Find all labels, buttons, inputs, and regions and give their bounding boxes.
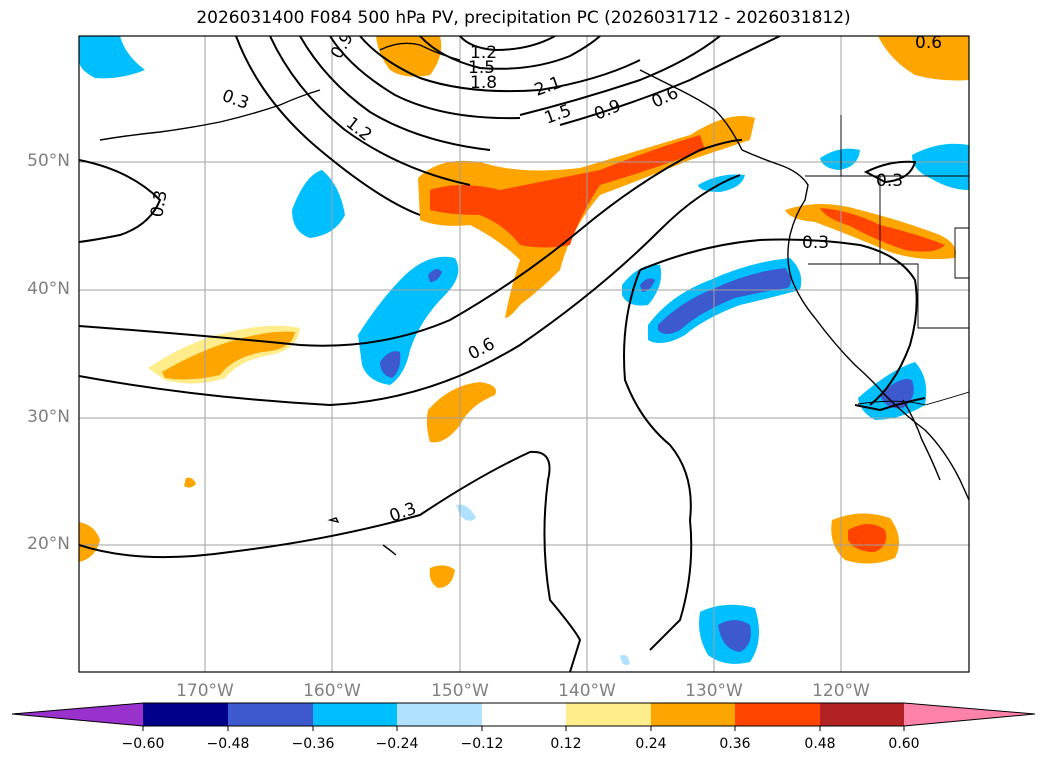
lon-label: 150°W: [431, 681, 489, 701]
graticule: [79, 36, 969, 672]
colorbar-segment: [566, 703, 651, 726]
colorbar: [11, 702, 1036, 731]
map-frame: [78, 35, 970, 673]
colorbar-tick-label: −0.48: [206, 736, 250, 752]
colorbar-tick-label: 0.48: [804, 736, 836, 752]
colorbar-tick-label: 0.60: [888, 736, 920, 752]
colorbar-extend-high: [904, 703, 1035, 726]
colorbar-extend-low: [12, 703, 143, 726]
contour-label: 0.3: [876, 171, 903, 191]
contour-label: 1.2: [470, 43, 497, 63]
lon-label: 160°W: [303, 681, 361, 701]
colorbar-segment: [397, 703, 482, 726]
contour-label: 0.6: [915, 33, 942, 53]
colorbar-tick-label: 0.12: [550, 736, 582, 752]
colorbar-segment: [482, 703, 566, 726]
pv-contours: [79, 36, 926, 672]
colorbar-tick-label: −0.24: [375, 736, 419, 752]
political-boundaries: [805, 115, 969, 406]
colorbar-tick-label: −0.12: [460, 736, 504, 752]
lat-label: 40°N: [27, 279, 70, 299]
colorbar-tick-label: −0.36: [291, 736, 335, 752]
lon-label: 120°W: [812, 681, 870, 701]
lon-label: 140°W: [558, 681, 616, 701]
colorbar-segment: [228, 703, 313, 726]
colorbar-segment: [735, 703, 820, 726]
lat-label: 30°N: [27, 407, 70, 427]
lon-label: 170°W: [176, 681, 234, 701]
contour-label: 0.3: [147, 189, 171, 219]
lat-label: 20°N: [27, 534, 70, 554]
lat-label: 50°N: [27, 151, 70, 171]
colorbar-tick-label: −0.60: [121, 736, 165, 752]
contour-label: 1.8: [470, 73, 497, 93]
contour-label: 1.5: [468, 58, 495, 78]
lon-label: 130°W: [685, 681, 743, 701]
colorbar-tick-label: 0.24: [635, 736, 667, 752]
colorbar-segment: [820, 703, 904, 726]
colorbar-tick-label: 0.36: [719, 736, 751, 752]
colorbar-segment: [313, 703, 397, 726]
colorbar-segment: [651, 703, 735, 726]
contour-label: 0.3: [802, 233, 829, 253]
map-title: 2026031400 F084 500 hPa PV, precipitatio…: [196, 8, 851, 28]
colorbar-segment: [143, 703, 228, 726]
